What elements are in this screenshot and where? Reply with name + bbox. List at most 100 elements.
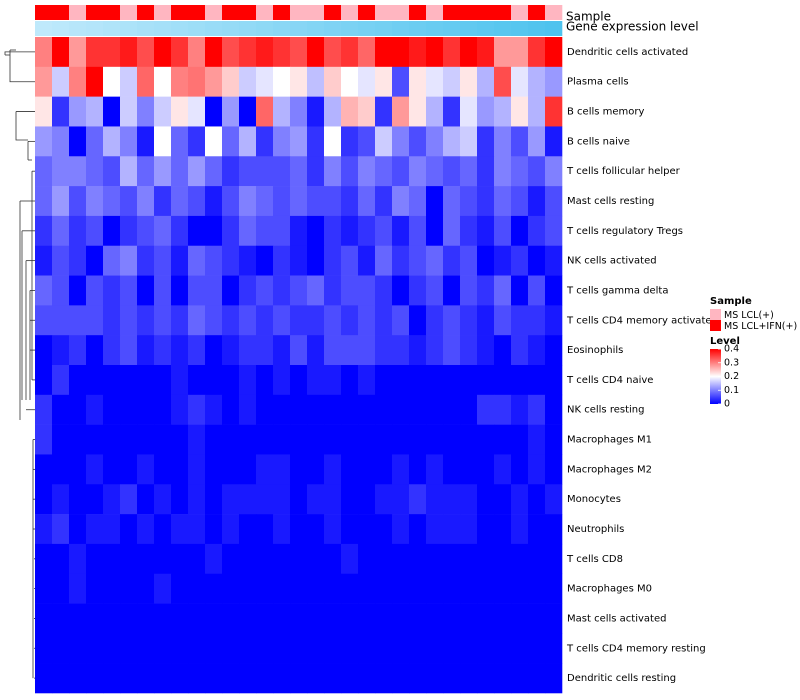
heatmap-cell [528,335,546,366]
heatmap-cell [358,245,376,276]
heatmap-cell [239,275,257,306]
heatmap-cell [154,156,172,187]
sample-cell [137,5,155,20]
heatmap-cell [35,633,53,664]
heatmap-cell [273,156,291,187]
heatmap-cell [545,37,563,68]
heatmap-cell [392,96,410,127]
heatmap-cell [154,543,172,575]
heatmap-cell [392,126,410,157]
sample-annotation-bar [35,5,563,20]
sample-cell [358,5,376,20]
heatmap-cell [86,454,104,485]
heatmap-cell [222,96,240,127]
dendrogram-branch [9,50,35,83]
heatmap-cell [256,96,274,127]
heatmap-cell [120,305,138,336]
sample-cell [341,5,359,20]
heatmap-cell [35,514,53,545]
heatmap-cell [392,603,410,634]
heatmap-cell [511,245,529,276]
expression-annotation-bar [35,21,563,36]
heatmap-cell [545,335,563,366]
heatmap-cell [273,394,291,425]
heatmap-cell [154,275,172,306]
heatmap-cell [290,365,308,396]
heatmap-cell [273,275,291,306]
heatmap-cell [239,66,257,97]
expression-cell [103,21,121,36]
heatmap-cell [375,305,393,336]
expression-cell [205,21,223,36]
heatmap-cell [494,394,512,425]
heatmap-cell [511,394,529,425]
heatmap-cell [103,573,121,604]
level-tick-label: 0.3 [724,357,739,368]
heatmap-cell [409,66,427,97]
heatmap-cell [154,126,172,157]
heatmap-cell [171,305,189,336]
heatmap-cell [256,603,274,634]
expression-cell [171,21,189,36]
heatmap-cell [52,484,70,515]
expression-cell [460,21,478,36]
heatmap-cell [494,514,512,545]
row-label: Macrophages M2 [567,464,652,475]
heatmap-cell [137,573,155,604]
heatmap-cell [273,663,291,694]
heatmap-cell [103,424,121,455]
heatmap-cell [273,335,291,366]
heatmap-cell [545,514,563,545]
heatmap-cell [307,484,325,515]
expression-cell [256,21,274,36]
sample-cell [222,5,240,20]
heatmap-cell [188,126,206,157]
heatmap-cell [290,126,308,157]
heatmap-cell [103,305,121,336]
expression-cell [358,21,376,36]
heatmap-cell [290,335,308,366]
heatmap-cell [205,126,223,157]
heatmap-cell [103,365,121,396]
heatmap-cell [154,424,172,455]
heatmap-cell [375,215,393,247]
heatmap-cell [494,66,512,97]
heatmap-cell [341,37,359,68]
heatmap-cell [341,514,359,545]
heatmap-cell [154,663,172,694]
heatmap-cell [137,156,155,187]
heatmap-cell [256,156,274,187]
heatmap-cell [35,603,53,634]
sample-annotation-label: Sample [566,10,611,24]
heatmap-cell [205,215,223,247]
heatmap-cell [460,484,478,515]
heatmap-cell [69,365,87,396]
heatmap-cell [69,484,87,515]
heatmap-cell [545,66,563,97]
heatmap-cell [545,394,563,425]
heatmap-cell [69,514,87,545]
heatmap-cell [528,37,546,68]
heatmap-cell [239,633,257,664]
heatmap-cell [375,603,393,634]
heatmap-cell [341,365,359,396]
heatmap-cell [460,37,478,68]
heatmap-cell [171,633,189,664]
heatmap-cell [137,275,155,306]
heatmap-cell [171,514,189,545]
heatmap-cell [409,454,427,485]
heatmap-cell [188,365,206,396]
heatmap-cell [358,215,376,247]
heatmap-cell [528,573,546,604]
legend-level-ticks: 0.4 0.3 0.2 0.1 0 [718,344,739,410]
heatmap-cell [324,454,342,485]
heatmap-cell [324,96,342,127]
heatmap-cell [494,245,512,276]
heatmap-cell [511,215,529,247]
heatmap-cell [120,484,138,515]
heatmap-cell [307,66,325,97]
expression-cell [426,21,444,36]
heatmap-cell [477,484,495,515]
heatmap-cell [443,663,461,694]
expression-cell [273,21,291,36]
